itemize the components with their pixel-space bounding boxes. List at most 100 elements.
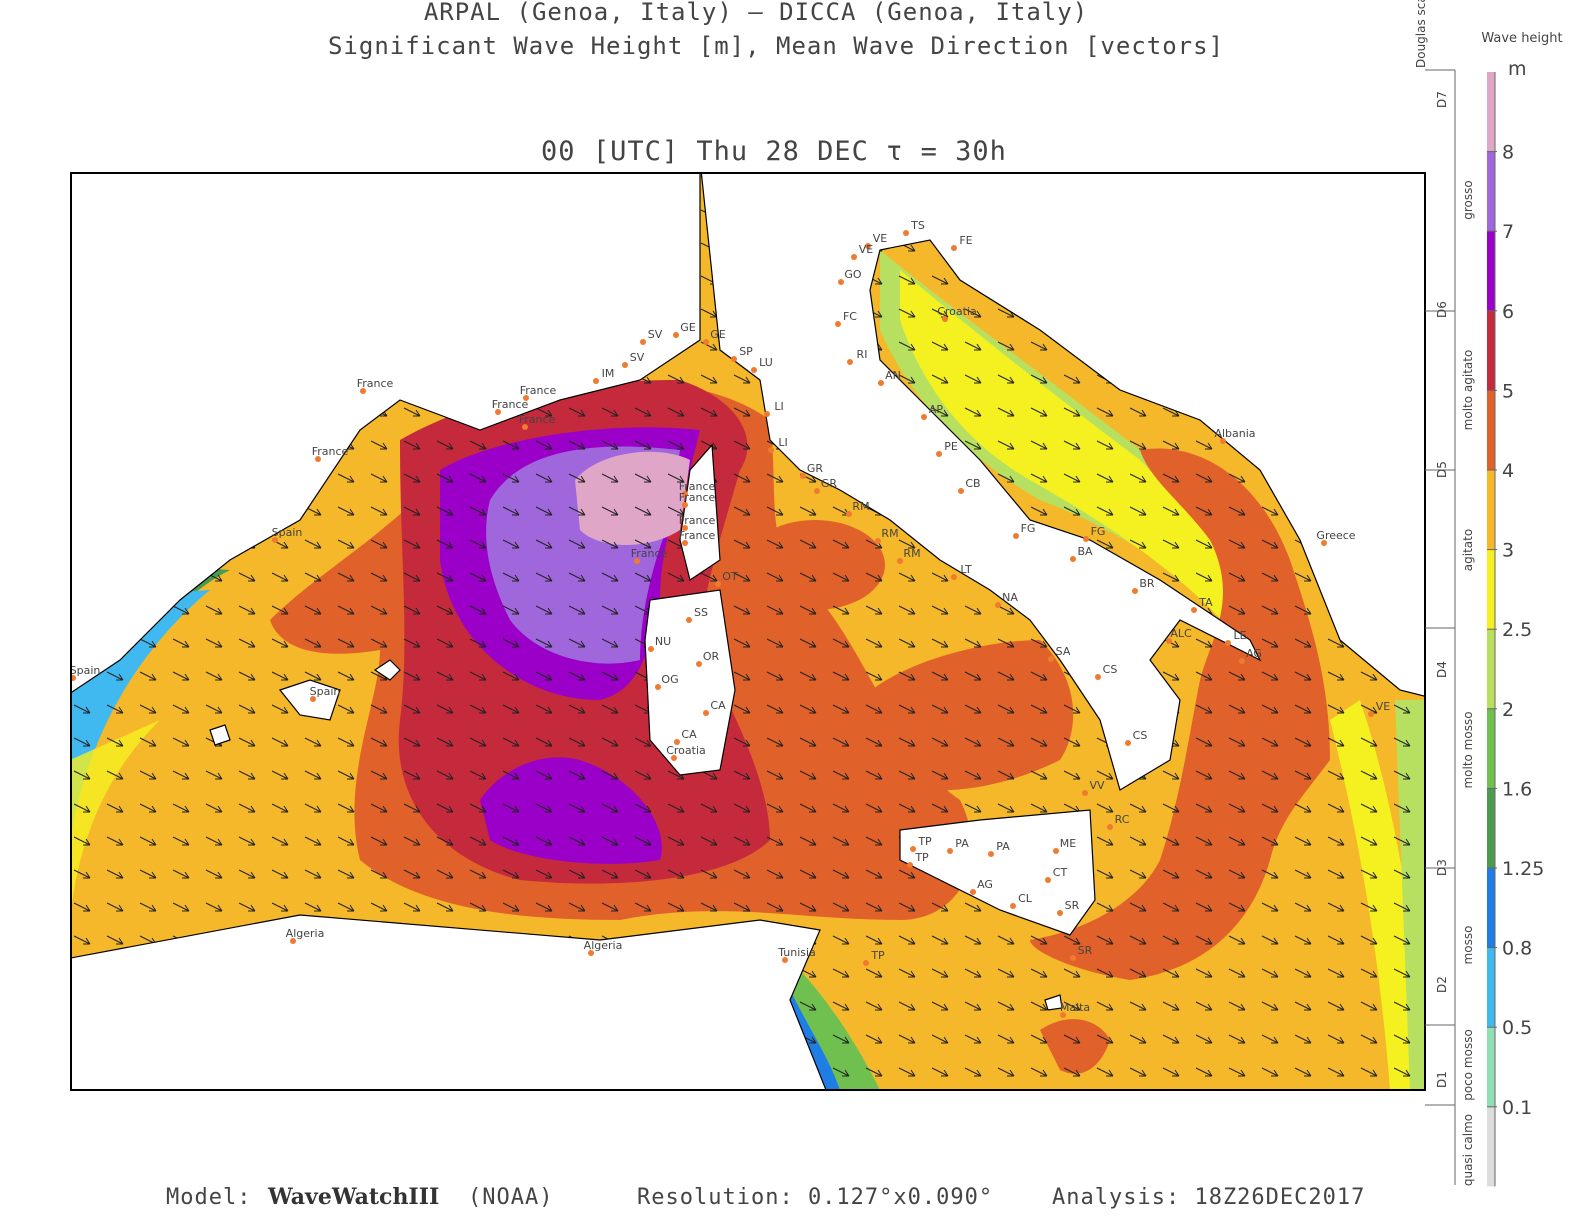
place-label: France (312, 445, 349, 458)
colorbar-label: 5 (1502, 380, 1514, 402)
color-band (1487, 549, 1495, 630)
douglas-label: D6 (1435, 301, 1449, 318)
place-dot (942, 316, 948, 322)
place-label: GR (807, 462, 824, 475)
place-label: LE (1233, 629, 1246, 642)
place-dot (703, 339, 709, 345)
place-label: Greece (1316, 529, 1355, 542)
place-label: SP (739, 345, 753, 358)
place-label: SA (1056, 645, 1071, 658)
place-label: SS (694, 606, 708, 619)
place-dot (495, 409, 501, 415)
color-band (1487, 1106, 1495, 1187)
color-band (1487, 231, 1495, 311)
place-label: OT (722, 570, 738, 583)
place-label: VE (859, 243, 874, 256)
place-dot (875, 538, 881, 544)
place-label: GO (844, 268, 862, 281)
place-label: Spain (272, 526, 303, 539)
place-dot (751, 367, 757, 373)
place-label: France (492, 398, 529, 411)
douglas-label: D3 (1435, 859, 1449, 876)
place-label: SV (630, 351, 645, 364)
colorbar-label: 8 (1502, 142, 1514, 164)
place-dot (947, 848, 953, 854)
place-dot (1060, 1012, 1066, 1018)
color-band (1487, 868, 1495, 948)
place-label: France (679, 529, 716, 542)
place-dot (970, 889, 976, 895)
place-label: VE (873, 232, 888, 245)
place-dot (1053, 848, 1059, 854)
place-label: BR (1139, 577, 1155, 590)
color-band (1487, 390, 1495, 470)
footer-model-org: (NOAA) (468, 1185, 553, 1210)
place-label: TP (914, 851, 929, 864)
place-label: AP (929, 403, 944, 416)
place-label: France (679, 514, 716, 527)
place-label: Albania (1214, 427, 1255, 440)
place-dot (588, 950, 594, 956)
place-label: CA (681, 728, 697, 741)
place-dot (1013, 533, 1019, 539)
colorbar-label: 0.1 (1502, 1097, 1532, 1119)
colorbar-label: 4 (1502, 460, 1514, 482)
place-dot (846, 511, 852, 517)
place-dot (593, 378, 599, 384)
sea-state-label: molto agitato (1461, 350, 1475, 431)
place-label: AG (977, 878, 993, 891)
place-dot (674, 739, 680, 745)
place-dot (988, 851, 994, 857)
colorbar-label: 6 (1502, 301, 1514, 323)
place-label: PE (944, 440, 958, 453)
place-label: RM (852, 500, 869, 513)
place-label: AN (885, 369, 901, 382)
wave-height-title: Wave height (1481, 31, 1562, 46)
place-label: SR (1078, 944, 1093, 957)
place-dot (1220, 438, 1226, 444)
place-dot (360, 388, 366, 394)
sea-state-label: poco mosso (1461, 1029, 1475, 1101)
place-dot (800, 473, 806, 479)
colorbar-label: 2.5 (1502, 619, 1532, 641)
place-dot (1239, 658, 1245, 664)
place-label: GR (821, 477, 838, 490)
place-label: Spain (70, 664, 101, 677)
place-label: ME (1060, 837, 1076, 850)
place-dot (1321, 540, 1327, 546)
place-dot (764, 411, 770, 417)
place-label: France (357, 377, 394, 390)
place-label: RI (857, 348, 868, 361)
sea-state-label: mosso (1461, 926, 1475, 965)
place-dot (1125, 740, 1131, 746)
douglas-label: D4 (1435, 661, 1449, 678)
place-label: FE (959, 234, 972, 247)
place-dot (682, 491, 688, 497)
place-dot (838, 279, 844, 285)
place-dot (682, 525, 688, 531)
place-label: CB (965, 477, 980, 490)
place-dot (951, 245, 957, 251)
sea-state-label: molto mosso (1461, 711, 1475, 788)
place-dot (1191, 607, 1197, 613)
color-band (1487, 310, 1495, 391)
place-label: CS (1103, 663, 1118, 676)
colorbar-label: 0.8 (1502, 938, 1532, 960)
place-dot (1082, 790, 1088, 796)
place-label: SV (648, 328, 663, 341)
place-dot (936, 451, 942, 457)
place-dot (1057, 910, 1063, 916)
place-dot (1048, 656, 1054, 662)
place-dot (1083, 536, 1089, 542)
place-label: GE (680, 321, 696, 334)
place-label: TP (917, 835, 932, 848)
place-dot (910, 846, 916, 852)
place-label: PA (955, 837, 969, 850)
colorbar-label: 0.5 (1502, 1017, 1532, 1039)
place-dot (958, 488, 964, 494)
place-label: France (679, 491, 716, 504)
place-dot (310, 696, 316, 702)
place-label: SR (1065, 899, 1080, 912)
place-label: CT (1053, 866, 1068, 879)
